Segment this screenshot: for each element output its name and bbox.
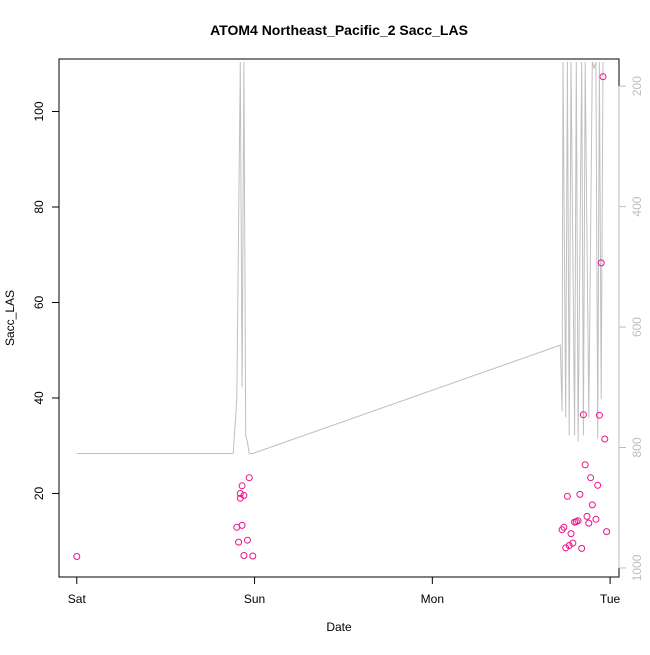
y-tick-label: 20 (32, 486, 46, 500)
right-tick-label: 400 (630, 196, 644, 216)
data-point (585, 519, 593, 527)
data-point (581, 461, 589, 469)
data-point (238, 521, 246, 529)
data-point (576, 490, 584, 498)
x-tick-label: Sat (68, 592, 87, 606)
data-point (599, 73, 607, 81)
right-tick-label: 1000 (630, 554, 644, 581)
data-point (583, 512, 591, 520)
x-axis: Sat Sun Mon Tue (68, 576, 621, 606)
y-tick-label: 100 (32, 101, 46, 121)
data-point (560, 523, 568, 531)
data-point (574, 517, 582, 525)
data-point (240, 491, 248, 499)
data-point (562, 544, 570, 552)
data-point (601, 435, 609, 443)
data-point (587, 474, 595, 482)
line-series-path (76, 61, 604, 454)
data-point (565, 542, 573, 549)
x-tick-label: Sun (244, 592, 265, 606)
x-tick-label: Tue (600, 592, 621, 606)
data-point (238, 482, 246, 490)
y-tick-label: 80 (32, 200, 46, 214)
right-tick-label: 600 (630, 317, 644, 337)
data-point (597, 259, 605, 267)
data-point (73, 553, 81, 560)
data-point (595, 411, 603, 419)
data-point (567, 530, 575, 538)
data-point (603, 528, 611, 536)
data-point (243, 536, 251, 544)
y-axis: 20 40 60 80 100 (32, 101, 60, 500)
data-point (579, 411, 587, 419)
data-point (592, 515, 600, 523)
data-point (563, 492, 571, 500)
right-tick-label: 200 (630, 76, 644, 96)
data-point (588, 501, 596, 509)
data-point (569, 539, 577, 547)
data-point (578, 544, 586, 552)
x-tick-label: Mon (421, 592, 444, 606)
plot-frame (58, 58, 620, 578)
line-series (76, 61, 604, 454)
data-point (594, 481, 602, 489)
data-point (245, 474, 253, 482)
x-axis-label: Date (326, 620, 352, 634)
right-tick-label: 800 (630, 437, 644, 457)
y-axis-label: Sacc_LAS (3, 290, 17, 346)
y-tick-label: 40 (32, 391, 46, 405)
chart-title: ATOM4 Northeast_Pacific_2 Sacc_LAS (210, 22, 468, 38)
y-tick-label: 60 (32, 295, 46, 309)
scatter-series (73, 73, 611, 560)
data-point (249, 552, 257, 560)
right-axis: 200 400 600 800 1000 (618, 76, 644, 581)
data-point (236, 490, 244, 497)
data-point (240, 552, 248, 559)
data-point (235, 538, 243, 546)
